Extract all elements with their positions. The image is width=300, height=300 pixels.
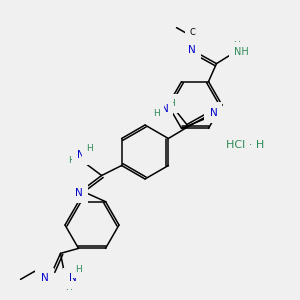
Text: N: N (75, 188, 83, 197)
Text: N: N (160, 103, 168, 113)
Text: HCl · H: HCl · H (226, 140, 264, 150)
Text: H: H (153, 109, 160, 118)
Text: H: H (233, 41, 240, 50)
Text: N: N (188, 45, 195, 55)
Text: H: H (75, 265, 82, 274)
Text: N: N (209, 107, 217, 118)
Text: H: H (68, 156, 75, 165)
Text: H: H (86, 144, 93, 153)
Text: H: H (168, 99, 175, 108)
Text: H: H (65, 283, 72, 292)
Text: N: N (209, 107, 217, 118)
Text: N: N (77, 149, 85, 160)
Text: N: N (40, 273, 48, 284)
Text: N: N (69, 273, 76, 284)
Text: NH: NH (234, 46, 249, 57)
Text: C: C (190, 28, 195, 37)
